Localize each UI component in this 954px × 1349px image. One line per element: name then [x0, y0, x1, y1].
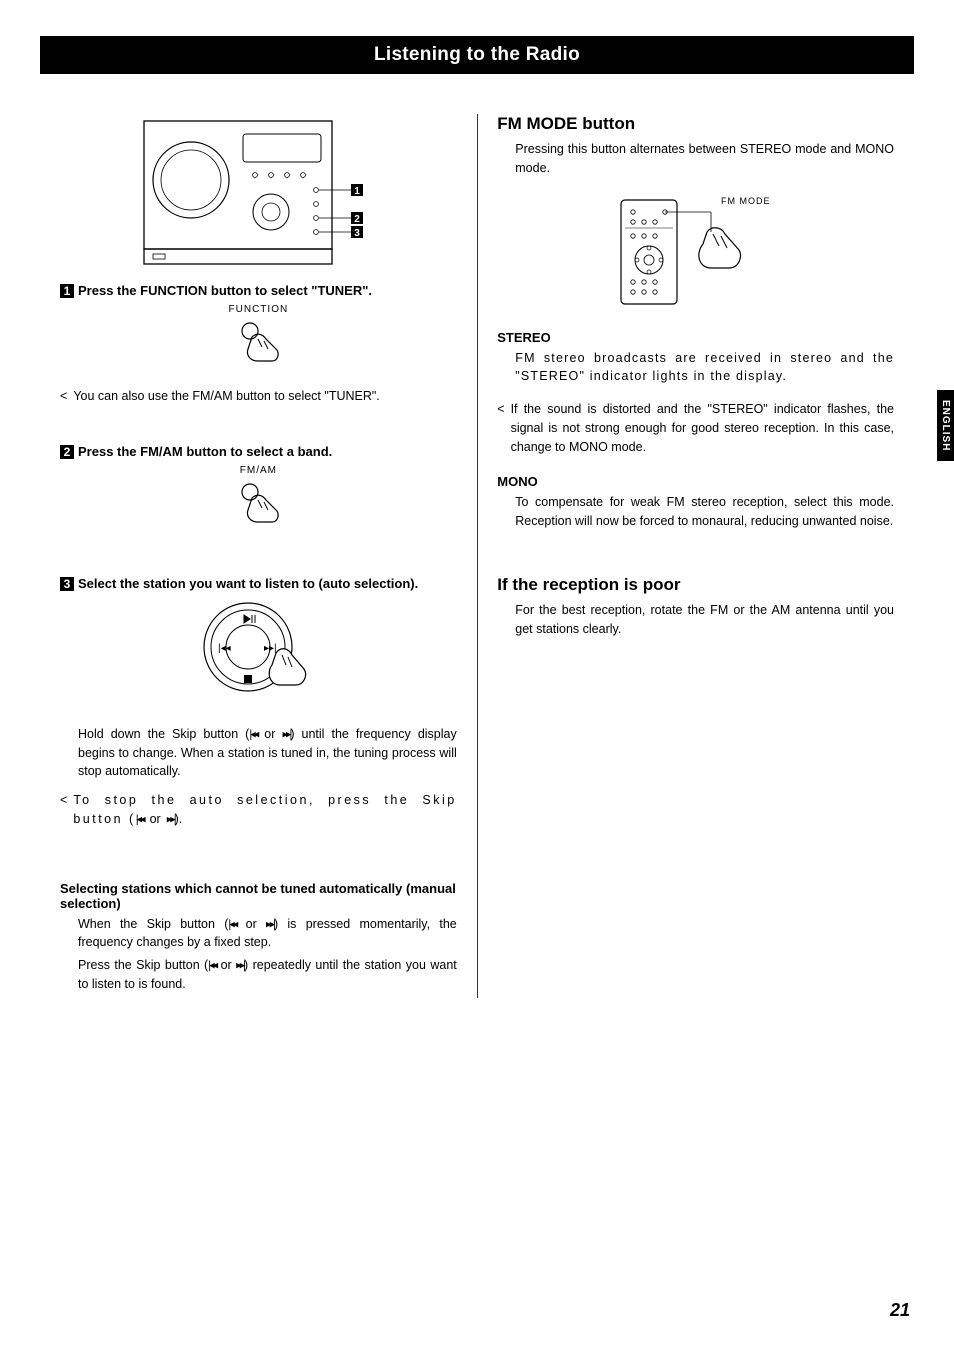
skip-fwd-icon: ▸▸| — [266, 918, 274, 930]
manual-p2: Press the Skip button (|◂◂ or ▸▸|) repea… — [60, 956, 457, 994]
fm-mode-p1: Pressing this button alternates between … — [497, 140, 894, 178]
fmam-button-illustration: FM/AM — [60, 465, 457, 530]
function-label: FUNCTION — [60, 304, 457, 315]
stereo-p1: FM stereo broadcasts are received in ste… — [497, 349, 894, 387]
step-2-heading: 2Press the FM/AM button to select a band… — [60, 444, 457, 459]
manual-selection-heading: Selecting stations which cannot be tuned… — [60, 881, 457, 911]
language-tab: ENGLISH — [937, 390, 954, 461]
two-column-layout: 1 2 3 1Press the FUNCTION button to sele… — [40, 114, 914, 998]
stereo-bullet: < If the sound is distorted and the "STE… — [497, 400, 894, 456]
skip-back-icon: |◂◂ — [249, 728, 257, 740]
svg-text:|◂◂: |◂◂ — [218, 643, 231, 654]
svg-text:▸▸|: ▸▸| — [264, 643, 277, 654]
svg-text:FM MODE: FM MODE — [721, 196, 771, 206]
step-3-paragraph: Hold down the Skip button (|◂◂ or ▸▸|) u… — [60, 725, 457, 781]
svg-text:2: 2 — [355, 214, 361, 225]
skip-back-icon: |◂◂ — [136, 813, 144, 825]
step-1-bullet: < You can also use the FM/AM button to s… — [60, 387, 457, 406]
reception-heading: If the reception is poor — [497, 575, 894, 595]
step-1-number: 1 — [60, 284, 74, 298]
step-1-heading: 1Press the FUNCTION button to select "TU… — [60, 283, 457, 298]
stereo-heading: STEREO — [497, 330, 894, 345]
fmam-label: FM/AM — [60, 465, 457, 476]
svg-text:1: 1 — [355, 186, 361, 197]
function-button-illustration: FUNCTION — [60, 304, 457, 369]
mono-heading: MONO — [497, 474, 894, 489]
step-3-number: 3 — [60, 577, 74, 591]
page-number: 21 — [890, 1300, 910, 1321]
fm-mode-heading: FM MODE button — [497, 114, 894, 134]
skip-back-icon: |◂◂ — [228, 918, 236, 930]
mono-p1: To compensate for weak FM stereo recepti… — [497, 493, 894, 531]
page-title: Listening to the Radio — [40, 36, 914, 74]
step-3-bullet: < To stop the auto selection, press the … — [60, 791, 457, 829]
step-2-number: 2 — [60, 445, 74, 459]
right-column: FM MODE button Pressing this button alte… — [477, 114, 914, 998]
reception-p1: For the best reception, rotate the FM or… — [497, 601, 894, 639]
remote-illustration: FM MODE — [497, 192, 894, 312]
left-column: 1 2 3 1Press the FUNCTION button to sele… — [40, 114, 477, 998]
step-3-heading: 3Select the station you want to listen t… — [60, 576, 457, 591]
device-front-illustration: 1 2 3 — [60, 120, 457, 265]
svg-text:3: 3 — [355, 228, 361, 239]
jog-dial-illustration: |◂◂ ▸▸| — [60, 597, 457, 707]
skip-back-icon: |◂◂ — [208, 959, 216, 971]
skip-fwd-icon: ▸▸| — [236, 959, 244, 971]
manual-p1: When the Skip button (|◂◂ or ▸▸|) is pre… — [60, 915, 457, 953]
skip-fwd-icon: ▸▸| — [167, 813, 175, 825]
